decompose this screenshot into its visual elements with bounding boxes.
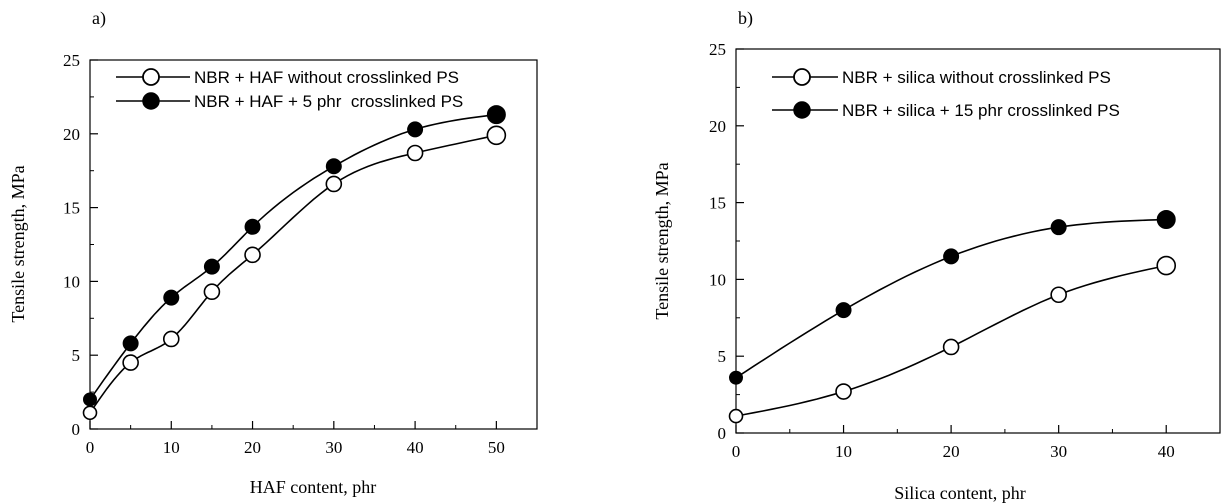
a-series-1-point — [244, 218, 261, 235]
b-x-tick-label: 30 — [1050, 442, 1067, 461]
a-x-tick-label: 30 — [325, 438, 342, 457]
panel-a: a) 0 10 20 30 40 50 0 5 10 15 20 25 HAF content, ph… — [8, 8, 538, 497]
panel-b-legend: NBR + silica without crosslinked PS NBR … — [772, 68, 1120, 120]
a-series-0-point — [122, 354, 139, 371]
panel-a-plot-frame — [89, 59, 538, 430]
panel-b-y-axis-title: Tensile strength, MPa — [652, 162, 672, 319]
b-series-1-point — [729, 370, 743, 385]
b-x-tick-label: 40 — [1158, 442, 1175, 461]
a-series-1-point — [407, 121, 424, 138]
b-y-tick-label: 0 — [718, 424, 727, 443]
legend-label-b0: NBR + silica without crosslinked PS — [842, 68, 1111, 87]
a-series-0-point — [406, 144, 424, 162]
b-y-tick-label: 5 — [718, 347, 727, 366]
a-y-tick-label: 15 — [63, 199, 80, 218]
panel-a-legend: NBR + HAF without crosslinked PS NBR + H… — [116, 68, 463, 111]
b-series-1-point — [835, 302, 852, 319]
panel-a-label: a) — [92, 8, 106, 29]
b-y-tick-label: 10 — [709, 270, 726, 289]
a-y-tick-label: 25 — [63, 51, 80, 70]
panel-b-x-axis-title: Silica content, phr — [894, 483, 1025, 503]
b-series-1-point — [943, 248, 960, 265]
legend-marker-b1 — [793, 101, 811, 119]
a-series-0-point — [325, 175, 343, 193]
a-x-tick-label: 10 — [163, 438, 180, 457]
b-series-0-point — [835, 383, 852, 400]
b-y-tick-label: 25 — [709, 40, 726, 59]
b-x-tick-label: 10 — [835, 442, 852, 461]
a-series-1-point — [325, 158, 342, 175]
a-series-1-point — [163, 289, 180, 306]
a-series-1-point — [122, 335, 139, 352]
legend-marker-a0 — [142, 68, 160, 86]
a-y-tick-label: 10 — [63, 272, 80, 291]
panel-b-ticks: 0 10 20 30 40 0 5 10 15 20 25 — [709, 40, 1221, 461]
b-x-tick-label: 0 — [732, 442, 741, 461]
a-series-0-point — [486, 125, 507, 146]
panel-b-label: b) — [738, 8, 753, 29]
panel-a-x-axis-title: HAF content, phr — [250, 477, 376, 497]
a-series-0-point — [82, 405, 98, 421]
a-x-tick-label: 50 — [488, 438, 505, 457]
a-series-0-line — [89, 134, 497, 414]
b-series-1-point — [1050, 219, 1067, 236]
a-x-tick-label: 20 — [244, 438, 261, 457]
a-x-tick-label: 0 — [86, 438, 95, 457]
panel-b: b) 0 10 20 30 40 0 5 10 15 20 25 Silica content, p… — [652, 8, 1221, 503]
a-series-0-point — [244, 246, 261, 264]
a-series-1-point — [486, 105, 506, 125]
legend-label-b1: NBR + silica + 15 phr crosslinked PS — [842, 101, 1120, 120]
a-series-1-point — [83, 392, 97, 407]
panel-a-series-lines — [89, 113, 497, 414]
a-x-tick-label: 40 — [407, 438, 424, 457]
a-series-1-line — [89, 113, 497, 400]
panel-a-ticks: 0 10 20 30 40 50 0 5 10 15 20 25 — [63, 51, 538, 457]
a-series-1-point — [203, 258, 220, 275]
b-series-0-point — [728, 408, 744, 424]
panel-a-y-axis-title: Tensile strength, MPa — [8, 165, 28, 322]
legend-label-a0: NBR + HAF without crosslinked PS — [194, 68, 459, 87]
b-x-tick-label: 20 — [943, 442, 960, 461]
b-series-1-point — [1156, 209, 1176, 229]
legend-marker-a1 — [142, 92, 160, 110]
b-y-tick-label: 15 — [709, 194, 726, 213]
panel-b-markers — [728, 209, 1177, 424]
b-y-tick-label: 20 — [709, 117, 726, 136]
a-series-0-point — [162, 330, 180, 348]
a-y-tick-label: 0 — [72, 420, 81, 439]
b-series-0-point — [1156, 255, 1177, 276]
panel-a-markers — [82, 105, 507, 421]
legend-marker-b0 — [793, 68, 811, 86]
a-series-0-point — [203, 283, 221, 301]
a-y-tick-label: 20 — [63, 125, 80, 144]
legend-label-a1: NBR + HAF + 5 phr crosslinked PS — [194, 92, 463, 111]
b-series-0-point — [942, 338, 960, 356]
a-y-tick-label: 5 — [72, 346, 81, 365]
b-series-0-point — [1050, 286, 1067, 304]
